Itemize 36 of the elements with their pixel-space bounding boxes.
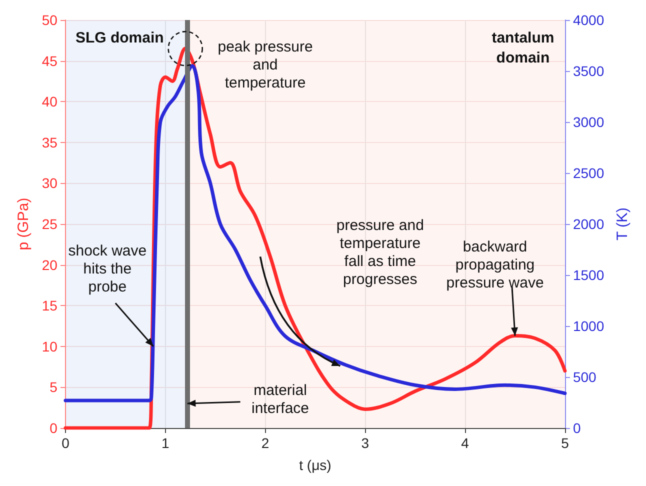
y-tick-label: 45 (42, 52, 58, 69)
y-tick-label: 25 (42, 216, 58, 232)
x-tick-label: 4 (461, 435, 470, 451)
annotation: pressure and temperature fall as time progresses (336, 217, 424, 288)
y-tick-label: 30 (42, 175, 58, 192)
band-label: tantalum domain (492, 30, 554, 66)
y2-tick-label: 1500 (572, 267, 604, 283)
x-tick-label: 2 (261, 435, 270, 451)
y-tick-label: 0 (50, 420, 58, 436)
annotation: shock wave hits the probe (68, 242, 147, 296)
y2-tick-label: 1000 (572, 318, 604, 334)
y2-tick-label: 2000 (572, 216, 604, 232)
x-tick-label: 1 (161, 435, 170, 451)
y-tick-label: 5 (50, 379, 58, 396)
y-tick-label: 40 (42, 94, 58, 110)
y2-tick-label: 3500 (572, 63, 604, 79)
x-tick-label: 0 (62, 435, 70, 451)
x-tick-label: 3 (361, 435, 370, 451)
y-tick-label: 35 (42, 134, 58, 150)
y2-tick-label: 4000 (572, 12, 604, 28)
annotation: backward propagating pressure wave (446, 238, 544, 292)
y-tick-label: 10 (42, 338, 58, 354)
x-axis-title: t (μs) (299, 457, 332, 473)
y-tick-label: 50 (42, 12, 58, 28)
y-axis-title: p (GPa) (15, 198, 32, 250)
y-tick-label: 20 (42, 256, 58, 273)
y-tick-label: 15 (42, 298, 58, 314)
y2-tick-label: 500 (572, 369, 597, 385)
annotation: peak pressure and temperature (218, 38, 313, 92)
annotation: material interface (251, 382, 310, 417)
y2-axis-title: T (K) (614, 207, 631, 241)
x-tick-label: 5 (561, 435, 570, 451)
y2-tick-label: 0 (572, 420, 581, 436)
y2-tick-label: 2500 (572, 165, 604, 181)
y2-tick-label: 3000 (572, 114, 604, 130)
band-label: SLG domain (75, 30, 164, 46)
